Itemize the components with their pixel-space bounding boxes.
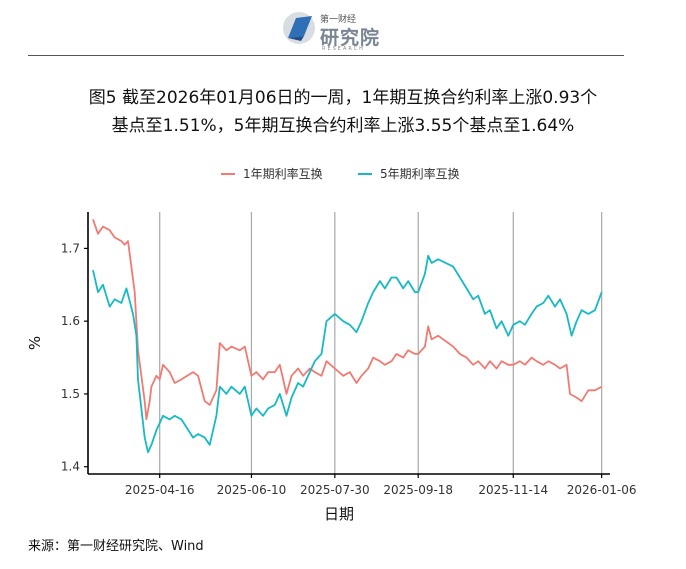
x-axis-title: 日期 <box>324 505 354 523</box>
x-tick-label: 2026-01-06 <box>567 483 637 497</box>
y-tick-label: 1.7 <box>61 241 80 255</box>
gridlines <box>159 212 603 474</box>
axes: 1.4 1.5 1.6 1.7 2025-04-16 2025-06-10 2025-07-… <box>26 212 637 523</box>
series-line-1y <box>92 219 603 421</box>
x-tick-label: 2025-07-30 <box>300 483 370 497</box>
logo-english-text: RESEARCH <box>322 46 365 52</box>
legend-label-5y: 5年期利率互换 <box>380 166 460 181</box>
x-tick-label: 2025-11-14 <box>478 483 548 497</box>
x-tick-label: 2025-04-16 <box>125 483 195 497</box>
series-lines <box>92 219 603 454</box>
legend-label-1y: 1年期利率互换 <box>243 166 323 181</box>
line-chart: 1年期利率互换 5年期利率互换 1.4 1.5 1.6 1.7 2025-04-16 202… <box>26 166 637 523</box>
x-tick-label: 2025-06-10 <box>217 483 287 497</box>
logo-small-text: 第一财经 <box>320 15 357 25</box>
x-tick-label: 2025-09-18 <box>383 483 453 497</box>
chart-title-line-1: 图5 截至2026年01月06日的一周，1年期互换合约利率上涨0.93个 <box>88 88 598 108</box>
y-tick-label: 1.6 <box>61 314 80 328</box>
logo-main-text: 研究院 <box>320 27 381 49</box>
y-axis-title: % <box>26 336 44 350</box>
legend: 1年期利率互换 5年期利率互换 <box>221 166 460 181</box>
header-divider <box>28 55 624 56</box>
y-tick-label: 1.5 <box>61 387 80 401</box>
chart-title-line-2: 基点至1.51%，5年期互换合约利率上涨3.55个基点至1.64% <box>111 116 575 136</box>
logo: 第一财经 研究院 RESEARCH <box>282 10 412 54</box>
source-note: 来源：第一财经研究院、Wind <box>28 539 204 554</box>
logo-icon <box>283 12 315 44</box>
series-line-5y <box>92 254 603 454</box>
y-tick-label: 1.4 <box>61 460 80 474</box>
